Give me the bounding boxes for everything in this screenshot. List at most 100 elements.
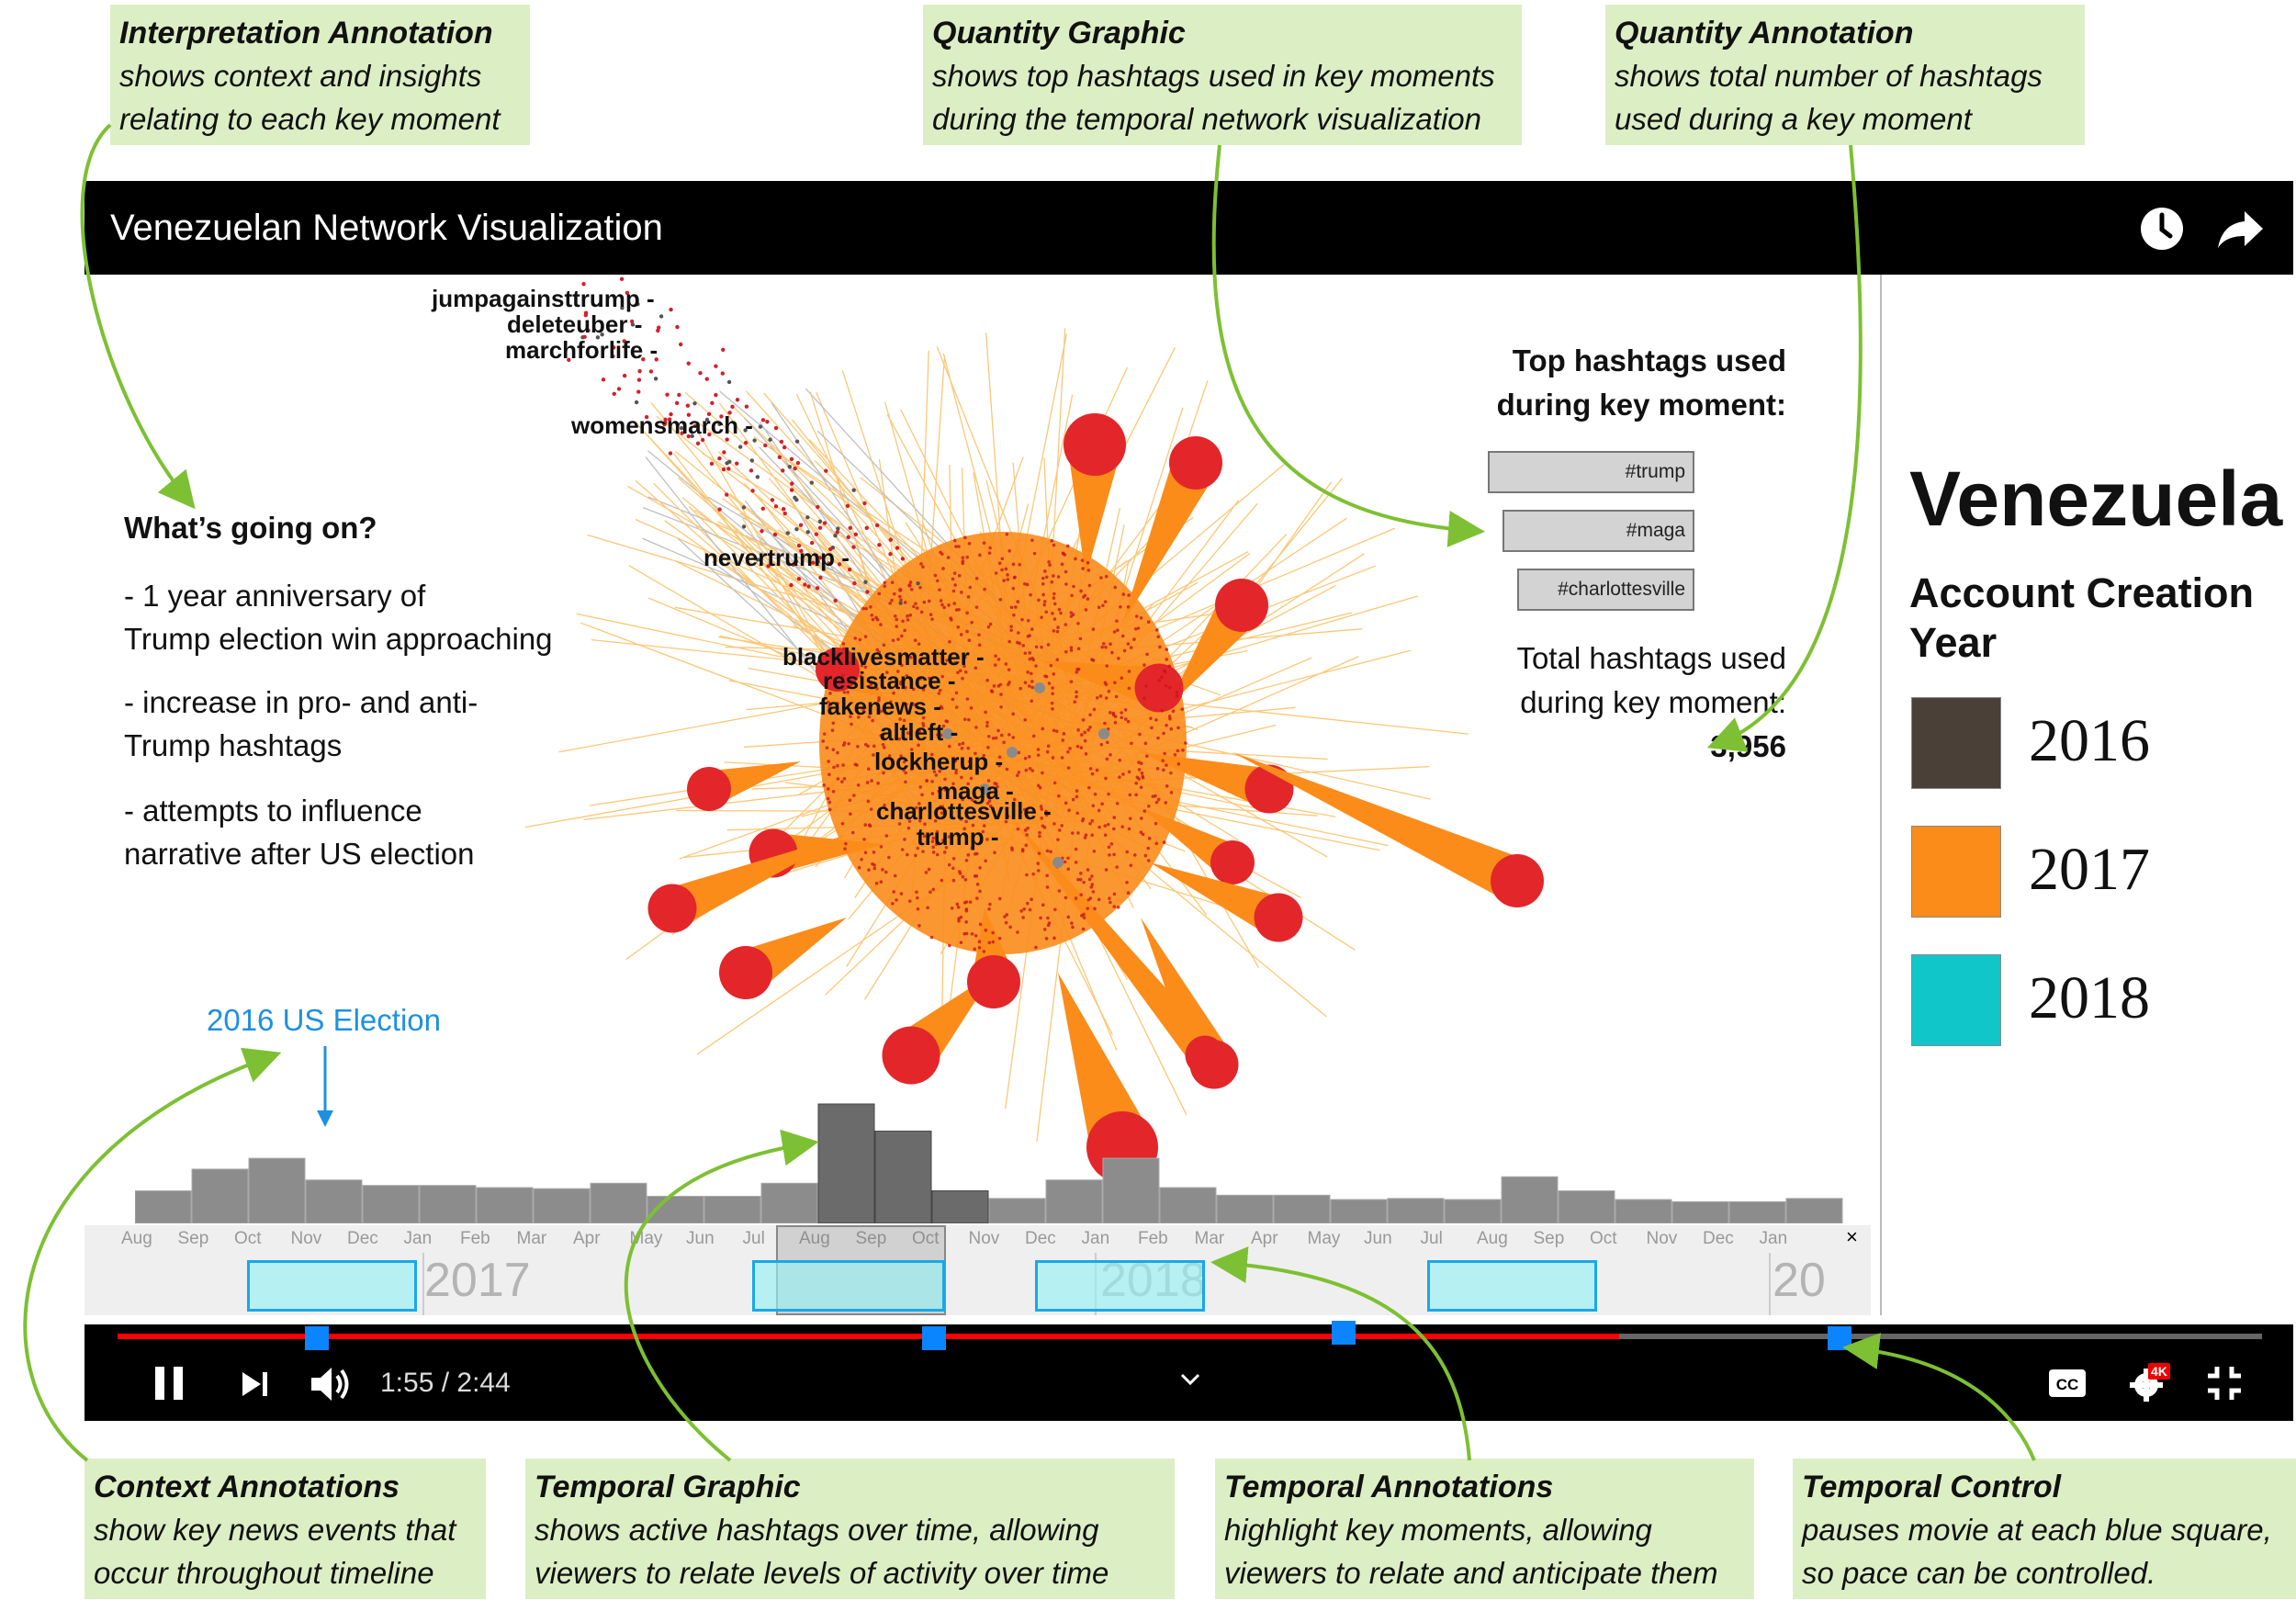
- progress-played: [118, 1334, 1619, 1339]
- network-label: nevertrump -: [703, 544, 850, 571]
- context-arrow: [317, 1046, 333, 1127]
- histogram-bar: [305, 1179, 363, 1223]
- callout-body: highlight key moments, allowing viewers …: [1224, 1513, 1718, 1590]
- network-label: charlottesville -: [876, 797, 1052, 825]
- next-icon[interactable]: [241, 1370, 270, 1398]
- histogram-bar: [874, 1131, 932, 1223]
- time-display: 1:55 / 2:44: [380, 1368, 511, 1398]
- legend-title: Account Creation Year: [1909, 569, 2255, 666]
- month-label: Nov: [968, 1229, 1000, 1248]
- month-label: Feb: [460, 1229, 490, 1248]
- clock-icon[interactable]: [2139, 206, 2185, 252]
- histogram-bar: [1501, 1176, 1559, 1223]
- callout-title: Quantity Graphic: [932, 16, 1186, 51]
- key-moment-box[interactable]: [1035, 1260, 1205, 1312]
- interpretation-bullet: - attempts to influence narrative after …: [124, 794, 475, 871]
- histogram-bar: [647, 1195, 704, 1223]
- month-label: Dec: [347, 1229, 378, 1248]
- month-label: May: [1307, 1229, 1341, 1248]
- month-label: Sep: [855, 1229, 887, 1248]
- histogram-bar: [1444, 1199, 1502, 1223]
- svg-text:CC: CC: [2056, 1376, 2079, 1393]
- timeline-year: 2017: [424, 1254, 531, 1307]
- month-label: Oct: [234, 1229, 262, 1248]
- hashtag-bar-maga: #maga: [1503, 510, 1694, 552]
- share-icon[interactable]: [2215, 206, 2267, 252]
- context-annotation-election: 2016 US Election: [207, 1003, 441, 1037]
- month-label: Oct: [1590, 1229, 1617, 1248]
- network-graph: [524, 276, 1544, 1183]
- histogram-bar: [988, 1198, 1046, 1223]
- context-annotations-callout: Context Annotations show key news events…: [84, 1459, 486, 1599]
- month-label: Nov: [290, 1229, 322, 1248]
- timeline-strip: Aug Sep Oct Nov Dec Jan Feb Mar Apr May Jun Jul Aug S…: [84, 1225, 1871, 1315]
- temporal-control-callout: Temporal Control pauses movie at each bl…: [1793, 1459, 2296, 1599]
- close-icon[interactable]: ×: [1846, 1225, 1858, 1248]
- network-label: fakenews -: [819, 693, 941, 720]
- video-title: Venezuelan Network Visualization: [110, 208, 663, 248]
- histogram-bar: [1615, 1199, 1672, 1223]
- month-label: Jan: [1759, 1229, 1788, 1248]
- interpretation-annotation-callout: Interpretation Annotation shows context …: [110, 5, 530, 145]
- temporal-marker[interactable]: [1332, 1321, 1356, 1345]
- month-label: Jan: [403, 1229, 433, 1248]
- temporal-marker[interactable]: [305, 1326, 329, 1350]
- volume-icon[interactable]: [310, 1365, 354, 1403]
- legend-swatch-2017: [1911, 826, 2001, 918]
- temporal-graphic: [135, 1103, 1843, 1223]
- histogram-bar: [703, 1195, 761, 1223]
- legend-swatch-2016: [1911, 697, 2001, 789]
- month-label: Aug: [121, 1229, 152, 1248]
- key-moment-box[interactable]: [247, 1260, 417, 1312]
- chevron-down-icon[interactable]: [1179, 1372, 1201, 1387]
- quantity-graphic-callout: Quantity Graphic shows top hashtags used…: [923, 5, 1522, 145]
- interpretation-bullet: - increase in pro- and anti- Trump hasht…: [124, 685, 478, 762]
- month-label: Jun: [1364, 1229, 1392, 1248]
- interpretation-bullet: - 1 year anniversary of Trump election w…: [124, 579, 553, 656]
- histogram-bar: [1216, 1194, 1274, 1223]
- network-label: marchforlife -: [505, 336, 658, 364]
- month-label: May: [629, 1229, 663, 1248]
- histogram-bar: [533, 1188, 591, 1223]
- captions-icon[interactable]: CC: [2048, 1369, 2087, 1398]
- pause-icon[interactable]: [153, 1365, 185, 1402]
- month-label: Dec: [1025, 1229, 1056, 1248]
- quality-badge: 4K: [2148, 1363, 2170, 1380]
- histogram-bar: [1045, 1179, 1103, 1223]
- progress-track[interactable]: [118, 1334, 2262, 1339]
- key-moment-box[interactable]: [1427, 1260, 1597, 1312]
- month-label: Feb: [1138, 1229, 1168, 1248]
- network-label: deleteuber -: [507, 310, 643, 338]
- temporal-marker[interactable]: [922, 1326, 946, 1350]
- network-label: altleft -: [880, 718, 959, 746]
- month-label: Apr: [1251, 1229, 1278, 1248]
- month-label: Apr: [573, 1229, 601, 1248]
- histogram-bar: [135, 1190, 192, 1223]
- histogram-bar: [1102, 1157, 1160, 1223]
- month-label: Mar: [516, 1229, 547, 1248]
- month-label: Nov: [1646, 1229, 1678, 1248]
- network-label: jumpagainsttrump -: [432, 285, 655, 312]
- temporal-graphic-callout: Temporal Graphic shows active hashtags o…: [525, 1459, 1175, 1599]
- month-label: Mar: [1194, 1229, 1225, 1248]
- month-label: Oct: [912, 1229, 940, 1248]
- month-label: Jun: [686, 1229, 715, 1248]
- histogram-bar: [1159, 1187, 1217, 1223]
- legend-panel: Venezuela Account Creation Year 2016 201…: [1880, 275, 2293, 1315]
- histogram-bar: [1387, 1198, 1445, 1223]
- histogram-bar: [590, 1182, 647, 1223]
- histogram-bar: [1273, 1194, 1331, 1223]
- callout-title: Temporal Control: [1802, 1470, 2062, 1504]
- key-moment-box[interactable]: [752, 1260, 945, 1312]
- hashtag-bar-charlottesville: #charlottesville: [1517, 569, 1694, 611]
- histogram-bar: [931, 1190, 989, 1223]
- total-hashtags-value: 3,956: [1710, 729, 1786, 763]
- month-label: Sep: [177, 1229, 209, 1248]
- legend-year: 2017: [2029, 836, 2150, 903]
- network-label: trump -: [917, 823, 999, 851]
- temporal-marker[interactable]: [1828, 1326, 1851, 1350]
- month-label: Jul: [742, 1229, 765, 1248]
- video-player[interactable]: Venezuelan Network Visualization jumpaga…: [84, 181, 2293, 1421]
- exit-fullscreen-icon[interactable]: [2206, 1365, 2243, 1402]
- callout-body: pauses movie at each blue square, so pac…: [1802, 1513, 2272, 1590]
